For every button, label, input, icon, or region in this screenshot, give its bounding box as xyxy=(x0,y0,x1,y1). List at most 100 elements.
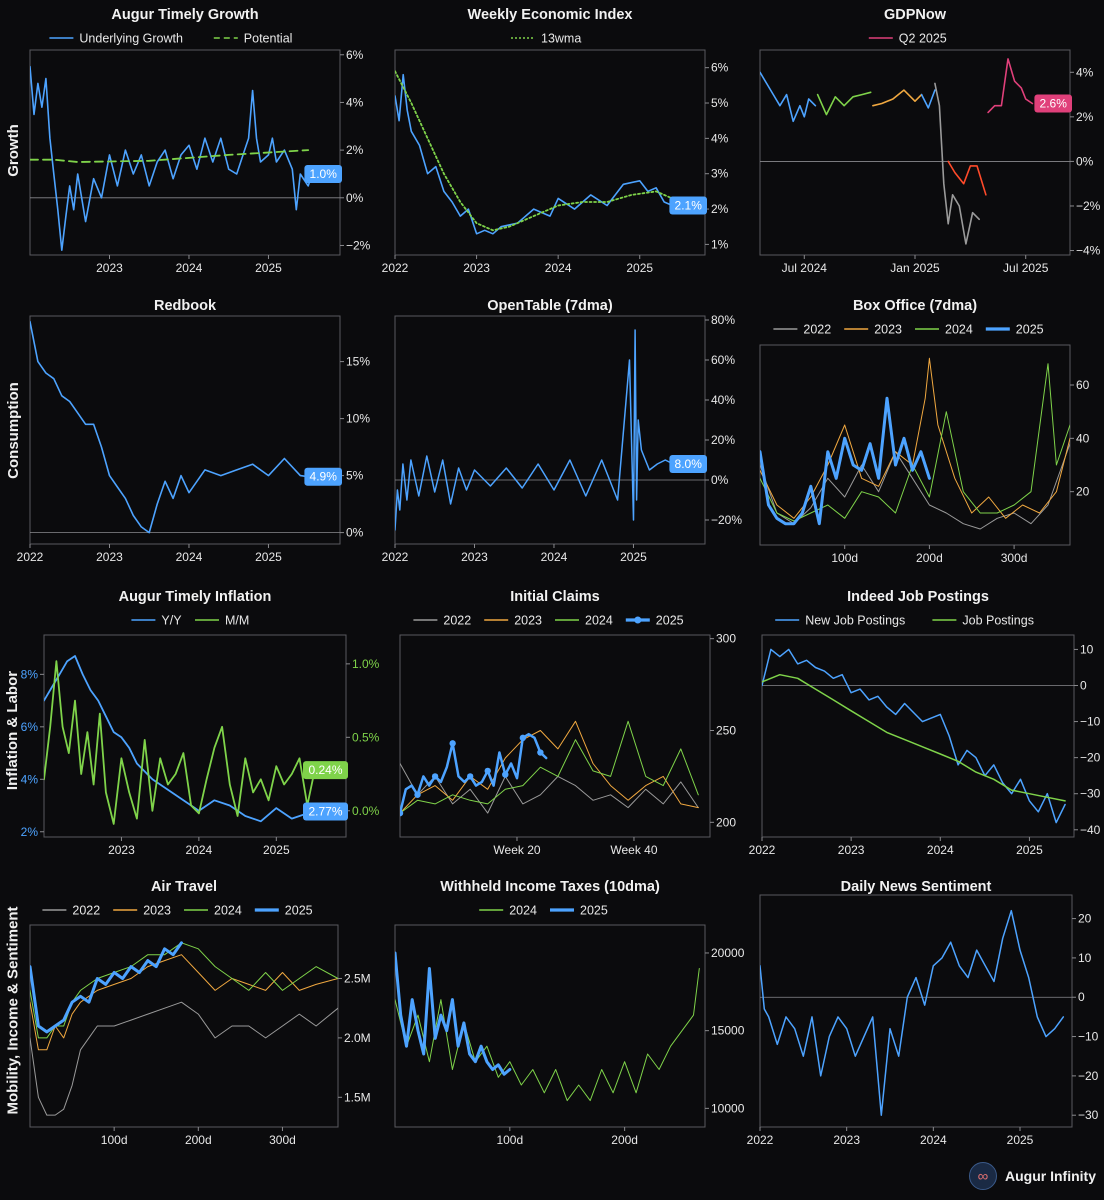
x-tick-label: 100d xyxy=(496,1133,523,1147)
x-tick-label: 2022 xyxy=(747,1133,774,1147)
y-tick-label: −10 xyxy=(1078,1030,1099,1044)
series-line xyxy=(44,660,316,825)
chart-title: Daily News Sentiment xyxy=(841,879,992,895)
series-line xyxy=(400,720,699,814)
series-line xyxy=(400,763,699,814)
chart-panel: Air Travel 2022 2023 2024 2025 100d 200d 300d 1.… xyxy=(29,879,371,1147)
value-badge-label: 4.9% xyxy=(310,470,338,484)
y-tick-label: 10 xyxy=(1078,951,1092,965)
value-badge-label: 2.6% xyxy=(1040,96,1068,110)
series-line xyxy=(30,954,338,1051)
y-tick-label: 1.5M xyxy=(344,1090,371,1104)
y-tick-label: 10000 xyxy=(711,1101,745,1115)
series-line xyxy=(760,443,1070,530)
y-tick-label: 40% xyxy=(711,393,735,407)
x-tick-label: 2023 xyxy=(838,843,865,857)
y-tick-label: 8% xyxy=(21,667,39,681)
legend-label: 2022 xyxy=(443,614,471,628)
x-tick-label: 2025 xyxy=(620,550,647,564)
chart-panel: Withheld Income Taxes (10dma) 2024 2025 100… xyxy=(394,879,745,1147)
chart-panel: OpenTable (7dma) 2022 2023 2024 2025 −20% 0% 20… xyxy=(382,298,743,564)
plot-frame xyxy=(759,49,1071,256)
legend-label: Potential xyxy=(244,32,293,46)
x-tick-label: Jan 2025 xyxy=(890,261,940,275)
series-line xyxy=(400,732,548,815)
y-tick-label: −30 xyxy=(1078,1108,1099,1122)
x-tick-label: 2023 xyxy=(461,550,488,564)
value-badge xyxy=(303,802,348,821)
legend-label: Q2 2025 xyxy=(899,32,947,46)
plot-frame xyxy=(29,49,341,256)
y-tick-label: 0% xyxy=(346,191,364,205)
chart-panel: Weekly Economic Index 13wma 2022 2023 2024 20… xyxy=(382,7,729,275)
legend-label: 2024 xyxy=(214,904,242,918)
y-tick-label: 0% xyxy=(346,526,364,540)
series-group xyxy=(762,648,1066,824)
series-line xyxy=(395,70,682,232)
series-marker xyxy=(502,771,509,778)
y-tick-label: 2% xyxy=(21,825,39,839)
chart-panel: Augur Timely Growth Underlying Growth Pote… xyxy=(29,7,371,275)
x-tick-label: 2024 xyxy=(920,1133,947,1147)
series-line xyxy=(760,909,1065,1116)
legend-label: 2022 xyxy=(803,323,831,337)
series-line xyxy=(934,82,981,245)
y-tick-label: 1% xyxy=(711,237,729,251)
x-tick-label: 2025 xyxy=(626,261,653,275)
value-badge-label: 8.0% xyxy=(675,457,703,471)
series-group xyxy=(30,65,314,251)
series-group xyxy=(760,58,1034,245)
x-tick-label: 200d xyxy=(916,551,943,565)
y-tick-label: 4% xyxy=(1076,65,1094,79)
y-tick-label: 20000 xyxy=(711,946,745,960)
x-tick-label: 2023 xyxy=(96,550,123,564)
chart-panel: Redbook 2022 2023 2024 2025 0% 5% 10% 15% 4.9% xyxy=(17,298,371,564)
series-line xyxy=(30,149,310,163)
series-line xyxy=(760,363,1070,522)
x-tick-label: 2025 xyxy=(1007,1133,1034,1147)
value-badge-label: 1.0% xyxy=(310,167,338,181)
chart-title: Weekly Economic Index xyxy=(468,7,633,23)
series-group xyxy=(760,357,1070,530)
value-badge-label: 0.24% xyxy=(308,763,342,777)
series-marker xyxy=(519,734,527,742)
series-line xyxy=(400,720,699,814)
series-line xyxy=(395,951,512,1076)
y-tick-label: 0 xyxy=(1080,679,1087,693)
y-tick-label: 20% xyxy=(711,433,735,447)
x-tick-label: 2024 xyxy=(186,843,213,857)
legend-marker xyxy=(634,616,642,624)
legend-label: 2025 xyxy=(656,614,684,628)
chart-panel: Daily News Sentiment 2022 2023 2024 2025 −30 −… xyxy=(747,879,1099,1147)
series-line xyxy=(762,673,1066,802)
value-badge xyxy=(1034,94,1072,113)
legend-label: 2022 xyxy=(72,904,100,918)
y-tick-label: 5% xyxy=(346,469,364,483)
series-group xyxy=(760,909,1065,1116)
chart-title: Redbook xyxy=(154,298,217,314)
y-tick-label: 15000 xyxy=(711,1024,745,1038)
series-line xyxy=(44,655,316,823)
y-tick-label: 3% xyxy=(711,167,729,181)
series-marker xyxy=(484,767,491,775)
x-tick-label: 2024 xyxy=(541,550,568,564)
series-line xyxy=(760,357,1070,519)
chart-title: Augur Timely Growth xyxy=(111,7,258,23)
legend-label: 2025 xyxy=(285,904,313,918)
value-badge xyxy=(304,164,342,183)
y-tick-label: 10 xyxy=(1080,642,1094,656)
legend-label: 2025 xyxy=(1016,323,1044,337)
series-group xyxy=(400,720,699,817)
value-badge xyxy=(304,467,342,486)
series-line xyxy=(987,58,1034,114)
chart-title: Augur Timely Inflation xyxy=(119,589,272,605)
legend-label: M/M xyxy=(225,614,249,628)
legend-label: Underlying Growth xyxy=(79,32,183,46)
y-tick-label: 40 xyxy=(1076,431,1090,445)
y-tick-label: 250 xyxy=(716,723,736,737)
series-group xyxy=(30,941,338,1116)
value-badge-label: 2.77% xyxy=(308,805,342,819)
legend-label: 2023 xyxy=(874,323,902,337)
y-tick-label: 20 xyxy=(1076,485,1090,499)
legend-label: 2025 xyxy=(580,904,608,918)
